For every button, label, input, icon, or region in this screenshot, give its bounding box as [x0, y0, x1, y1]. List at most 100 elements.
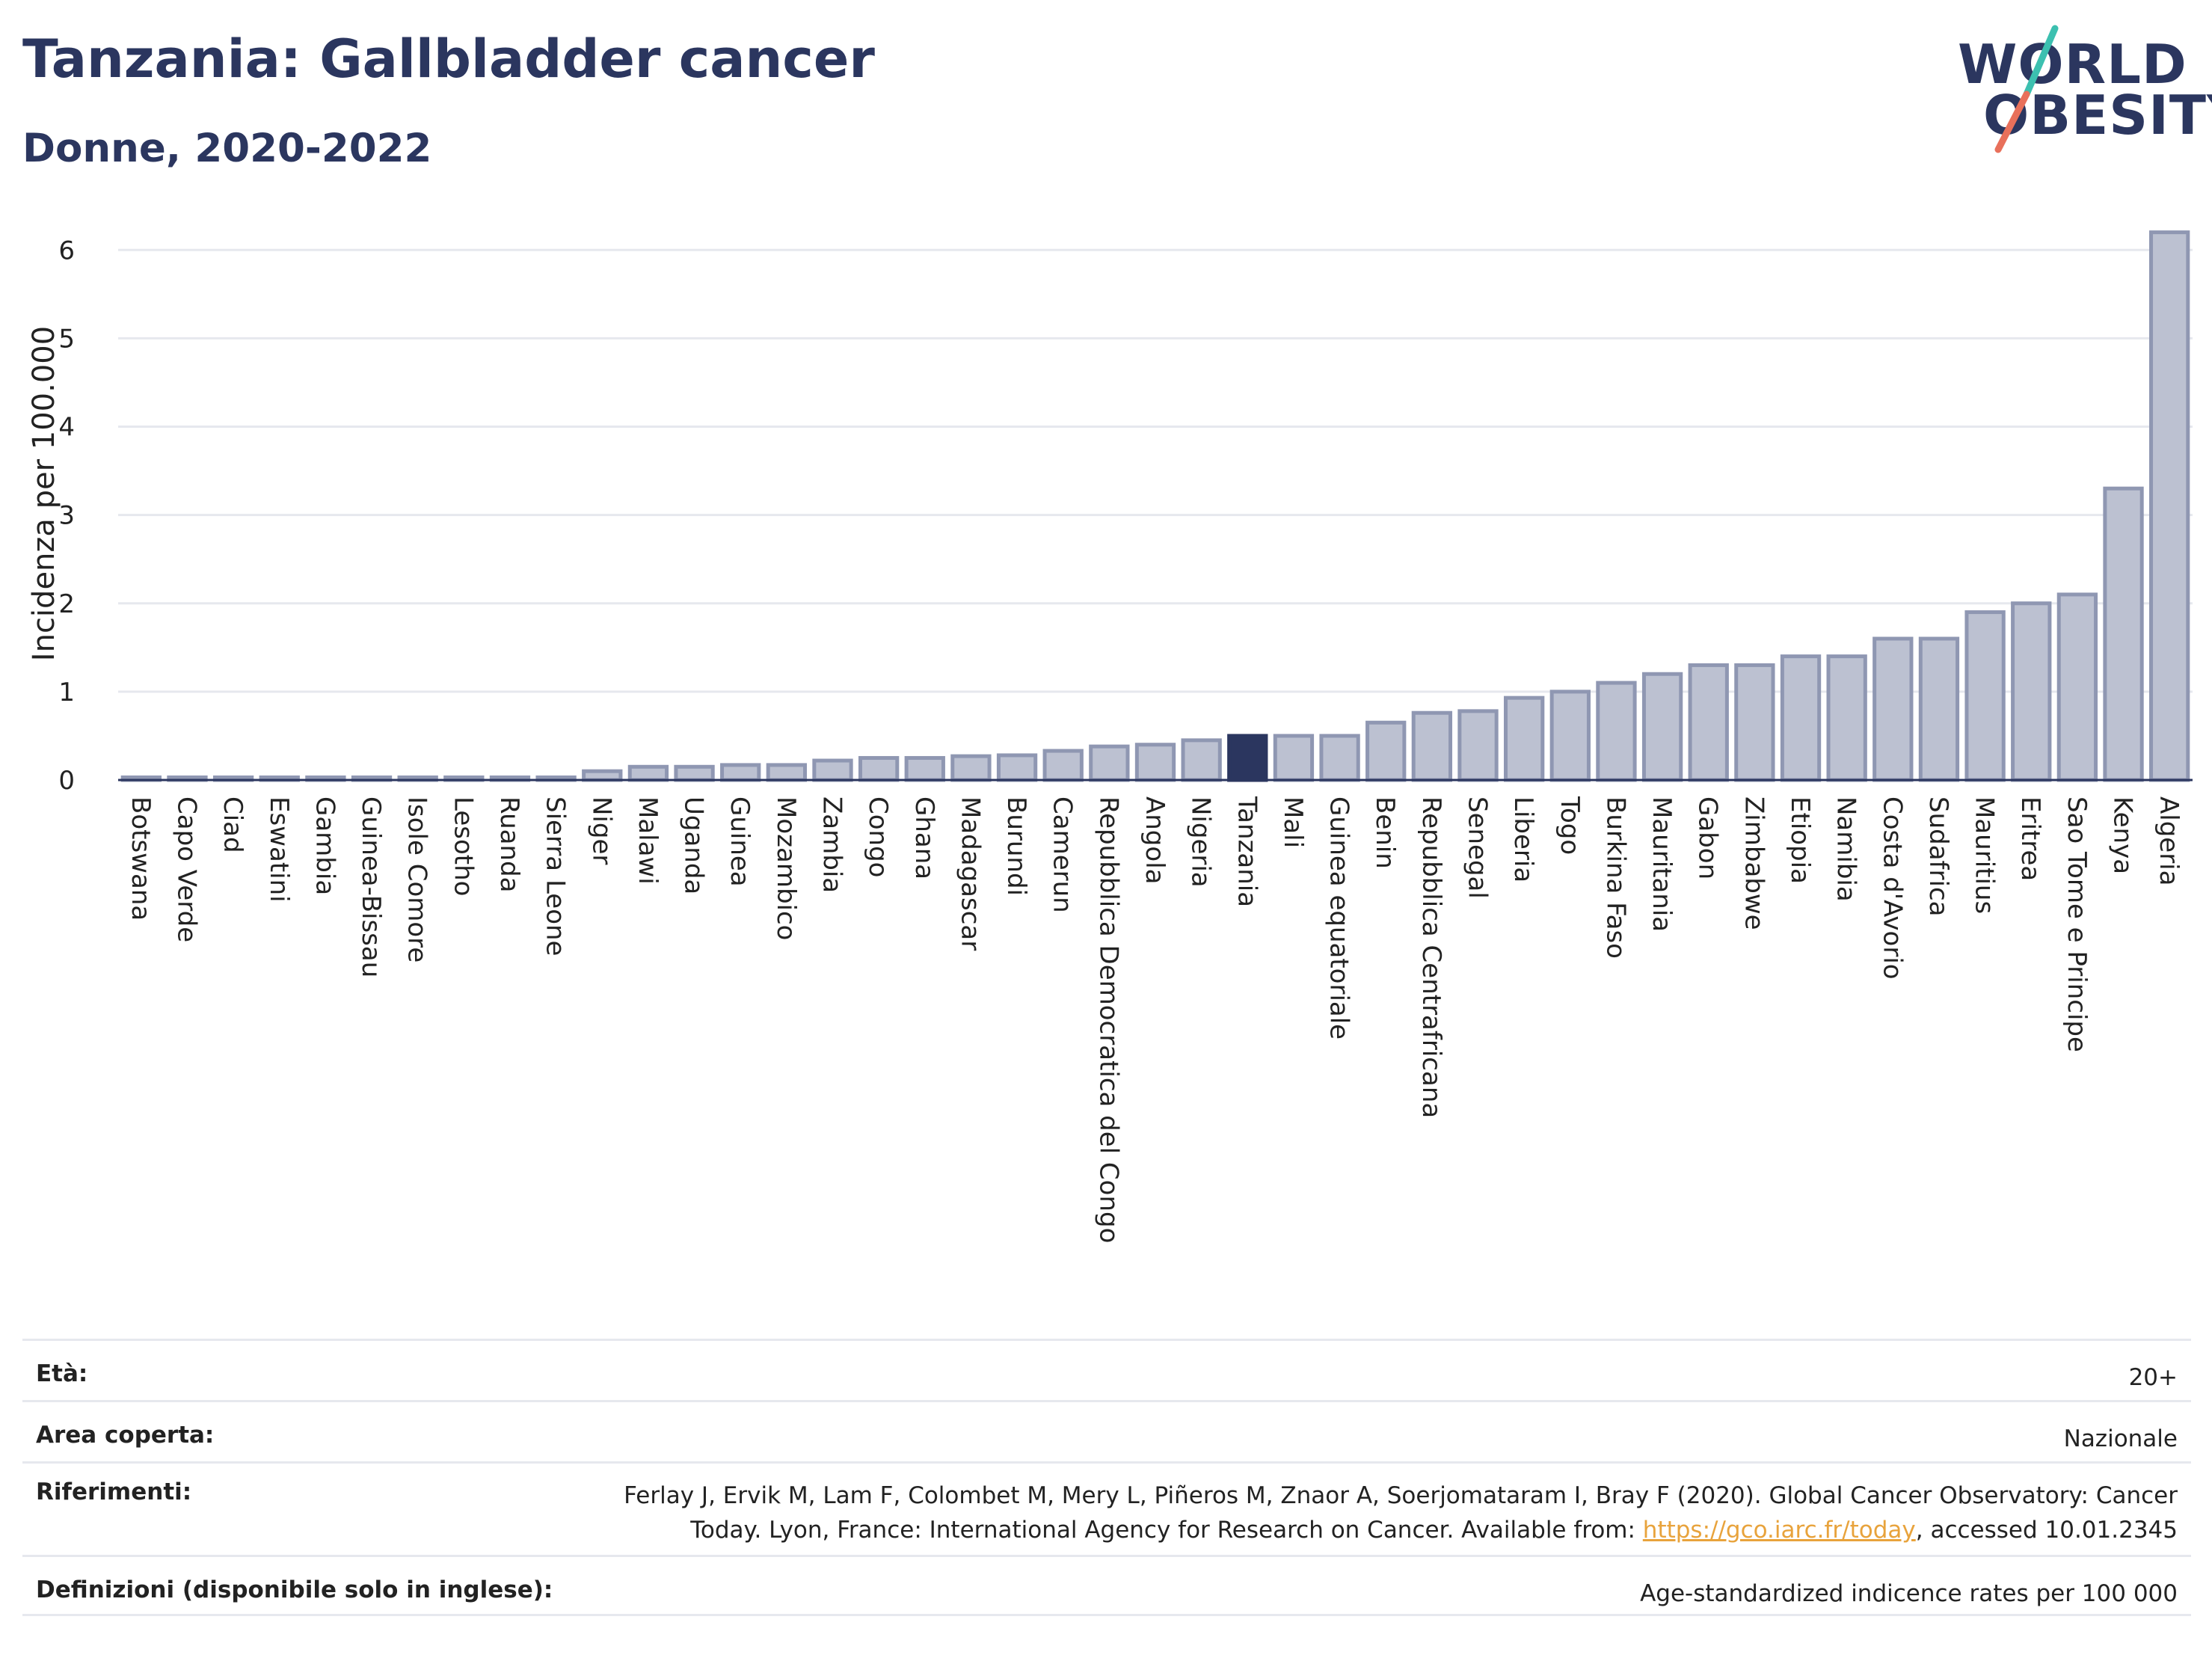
x-tick-label-congo: Congo — [863, 796, 893, 877]
x-tick-label-malawi: Malawi — [633, 796, 663, 885]
bar-namibia — [1826, 654, 1867, 782]
y-tick-label-1: 1 — [58, 678, 75, 707]
bar-niger — [582, 769, 623, 782]
meta-row-references: Riferimenti: Ferlay J, Ervik M, Lam F, C… — [22, 1461, 2191, 1555]
x-tick-label-guinea-equatoriale: Guinea equatoriale — [1324, 796, 1354, 1040]
bar-liberia — [1503, 696, 1545, 782]
gco-link[interactable]: https://gco.iarc.fr/today — [1642, 1517, 1916, 1544]
bar-ghana — [904, 755, 945, 782]
x-tick-label-guinea: Guinea — [725, 796, 755, 887]
y-tick-label-2: 2 — [58, 589, 75, 619]
meta-refs-accessed: , accessed 10.01.2345 — [1915, 1517, 2178, 1544]
x-tick-label-burkina-faso: Burkina Faso — [1600, 796, 1630, 959]
x-tick-label-benin: Benin — [1370, 796, 1400, 869]
x-axis-labels: Botswana Capo Verde Ciad Eswatini Gambia Guin… — [126, 796, 2184, 1243]
meta-area-label: Area coperta: — [36, 1422, 215, 1449]
x-tick-label-eritrea: Eritrea — [2015, 796, 2045, 881]
x-tick-label-botswana: Botswana — [126, 796, 156, 921]
bar-zimbabwe — [1734, 663, 1775, 782]
bars — [120, 230, 2190, 782]
bar-mali — [1273, 734, 1315, 782]
bar-senegal — [1457, 709, 1499, 782]
chart-subtitle: Donne, 2020-2022 — [22, 126, 432, 171]
meta-age-label: Età: — [36, 1360, 88, 1387]
bar-togo — [1549, 690, 1591, 782]
x-tick-label-tanzania: Tanzania — [1232, 796, 1262, 907]
x-tick-label-repubblica-democratica-del-congo: Repubblica Democratica del Congo — [1093, 796, 1123, 1243]
bar-nigeria — [1181, 738, 1222, 782]
x-tick-label-namibia: Namibia — [1831, 796, 1861, 902]
y-axis-label: Incidenza per 100.000 — [27, 326, 61, 661]
x-tick-label-uganda: Uganda — [679, 796, 709, 894]
bar-chart: 0 1 2 3 4 5 6 Botswana Capo Verde Ciad Eswatini Ga… — [27, 230, 2193, 1243]
x-tick-label-ghana: Ghana — [909, 796, 939, 879]
x-tick-label-mauritania: Mauritania — [1647, 796, 1677, 932]
meta-defs-value: Age-standardized indicence rates per 100… — [1640, 1580, 2178, 1607]
x-tick-label-senegal: Senegal — [1463, 796, 1493, 899]
bar-madagascar — [950, 754, 992, 782]
x-tick-label-costa-d-avorio: Costa d'Avorio — [1877, 796, 1907, 980]
bar-kenya — [2103, 486, 2144, 782]
bar-zambia — [812, 758, 853, 782]
x-tick-label-mozambico: Mozambico — [771, 796, 801, 940]
bar-mauritania — [1641, 672, 1683, 782]
x-tick-label-zimbabwe: Zimbabwe — [1739, 796, 1769, 930]
grid-lines — [118, 248, 2193, 693]
logo-text-line-1: WORLD — [1958, 33, 2187, 96]
x-tick-label-mali: Mali — [1278, 796, 1308, 848]
x-tick-label-sudafrica: Sudafrica — [1923, 796, 1953, 916]
x-tick-label-gabon: Gabon — [1693, 796, 1723, 879]
x-tick-label-gambia: Gambia — [310, 796, 340, 895]
meta-row-age: Età: 20+ — [22, 1339, 2191, 1400]
world-obesity-logo: WORLD OBESITY — [1944, 22, 2212, 157]
x-tick-label-sierra-leone: Sierra Leone — [541, 796, 571, 956]
bar-guinea-equatoriale — [1319, 734, 1360, 782]
x-tick-label-togo: Togo — [1555, 796, 1585, 855]
bar-uganda — [674, 764, 715, 782]
bar-repubblica-centrafricana — [1411, 710, 1453, 782]
x-tick-label-liberia: Liberia — [1508, 796, 1538, 882]
bar-mozambico — [766, 763, 808, 782]
bar-malawi — [627, 764, 669, 782]
y-tick-label-3: 3 — [58, 501, 75, 531]
x-tick-label-niger: Niger — [586, 796, 616, 865]
x-tick-label-madagascar: Madagascar — [955, 796, 985, 951]
x-tick-label-kenya: Kenya — [2108, 796, 2138, 874]
meta-row-definitions: Definizioni (disponibile solo in inglese… — [22, 1555, 2191, 1616]
bar-burkina-faso — [1596, 681, 1637, 782]
bar-sao-tome-e-principe — [2056, 592, 2098, 782]
meta-refs-value: Ferlay J, Ervik M, Lam F, Colombet M, Me… — [624, 1479, 2178, 1547]
bar-repubblica-democratica-del-congo — [1089, 744, 1130, 782]
bar-gabon — [1688, 663, 1729, 782]
y-tick-label-0: 0 — [58, 766, 75, 796]
bar-burundi — [996, 753, 1038, 782]
bar-eritrea — [2011, 601, 2052, 782]
x-tick-label-lesotho: Lesotho — [448, 796, 478, 896]
meta-refs-line-2: Today. Lyon, France: International Agenc… — [690, 1517, 1635, 1544]
bar-costa-d-avorio — [1872, 636, 1914, 782]
bar-algeria — [2149, 230, 2190, 782]
y-tick-label-6: 6 — [58, 236, 75, 265]
bar-guinea — [720, 763, 761, 782]
y-axis-ticks: 0 1 2 3 4 5 6 — [58, 236, 75, 796]
x-tick-label-angola: Angola — [1140, 796, 1170, 884]
x-tick-label-repubblica-centrafricana: Repubblica Centrafricana — [1416, 796, 1446, 1118]
x-tick-label-camerun: Camerun — [1048, 796, 1078, 913]
meta-refs-label: Riferimenti: — [36, 1479, 192, 1505]
logo-slash-icon — [1994, 25, 2059, 153]
x-tick-label-eswatini: Eswatini — [264, 796, 294, 903]
y-tick-label-4: 4 — [58, 413, 75, 443]
bar-congo — [858, 755, 900, 782]
meta-refs-line-1: Ferlay J, Ervik M, Lam F, Colombet M, Me… — [624, 1482, 2178, 1509]
x-tick-label-sao-tome-e-principe: Sao Tome e Principe — [2062, 796, 2092, 1052]
x-tick-label-guinea-bissau: Guinea-Bissau — [356, 796, 386, 977]
chart-title: Tanzania: Gallbladder cancer — [22, 28, 875, 90]
x-tick-label-algeria: Algeria — [2154, 796, 2184, 885]
x-tick-label-etiopia: Etiopia — [1785, 796, 1815, 884]
x-tick-label-isole-comore: Isole Comore — [402, 796, 432, 962]
bar-tanzania — [1227, 734, 1268, 782]
meta-age-value: 20+ — [2128, 1364, 2178, 1391]
x-tick-label-capo-verde: Capo Verde — [171, 796, 201, 942]
bar-etiopia — [1780, 654, 1822, 782]
bar-benin — [1365, 720, 1407, 782]
